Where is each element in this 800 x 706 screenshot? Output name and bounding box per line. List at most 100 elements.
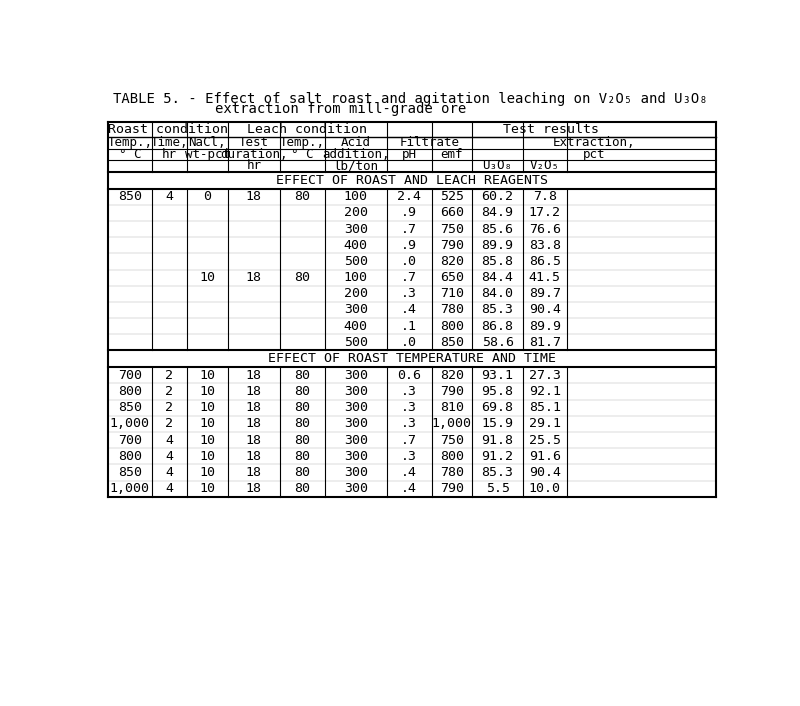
Text: .4: .4 <box>402 304 418 316</box>
Text: 85.3: 85.3 <box>482 304 514 316</box>
Text: .1: .1 <box>402 320 418 333</box>
Text: 10: 10 <box>199 385 215 398</box>
Text: 2.4: 2.4 <box>398 190 422 203</box>
Text: Temp.,: Temp., <box>280 136 325 150</box>
Text: 86.8: 86.8 <box>482 320 514 333</box>
Text: 800: 800 <box>118 385 142 398</box>
Text: 10.0: 10.0 <box>529 482 561 495</box>
Text: 89.9: 89.9 <box>482 239 514 252</box>
Text: 1,000: 1,000 <box>110 417 150 431</box>
Text: 850: 850 <box>440 336 464 349</box>
Text: 850: 850 <box>118 190 142 203</box>
Text: 80: 80 <box>294 385 310 398</box>
Text: 60.2: 60.2 <box>482 190 514 203</box>
Text: addition,: addition, <box>322 148 390 161</box>
Text: 10: 10 <box>199 401 215 414</box>
Text: 90.4: 90.4 <box>529 304 561 316</box>
Text: 91.8: 91.8 <box>482 433 514 447</box>
Text: 83.8: 83.8 <box>529 239 561 252</box>
Text: 18: 18 <box>246 369 262 382</box>
Text: 500: 500 <box>344 336 368 349</box>
Text: Acid: Acid <box>341 136 370 150</box>
Text: 84.4: 84.4 <box>482 271 514 284</box>
Text: pH: pH <box>402 148 417 161</box>
Text: 300: 300 <box>344 482 368 495</box>
Text: 18: 18 <box>246 271 262 284</box>
Text: 84.0: 84.0 <box>482 287 514 300</box>
Text: 200: 200 <box>344 287 368 300</box>
Text: V₂O₅: V₂O₅ <box>530 160 560 172</box>
Text: .7: .7 <box>402 433 418 447</box>
Text: TABLE 5. - Effect of salt roast and agitation leaching on V₂O₅ and U₃O₈: TABLE 5. - Effect of salt roast and agit… <box>113 92 707 106</box>
Text: 80: 80 <box>294 450 310 462</box>
Text: .3: .3 <box>402 385 418 398</box>
Text: 10: 10 <box>199 417 215 431</box>
Text: 80: 80 <box>294 271 310 284</box>
Text: 18: 18 <box>246 482 262 495</box>
Text: 80: 80 <box>294 417 310 431</box>
Text: .4: .4 <box>402 466 418 479</box>
Text: .4: .4 <box>402 482 418 495</box>
Text: Extraction,: Extraction, <box>553 136 635 150</box>
Text: .3: .3 <box>402 287 418 300</box>
Text: 780: 780 <box>440 304 464 316</box>
Text: 400: 400 <box>344 320 368 333</box>
Text: 84.9: 84.9 <box>482 206 514 220</box>
Text: 400: 400 <box>344 239 368 252</box>
Text: .9: .9 <box>402 239 418 252</box>
Text: emf: emf <box>441 148 463 161</box>
Text: 17.2: 17.2 <box>529 206 561 220</box>
Text: 85.8: 85.8 <box>482 255 514 268</box>
Text: 800: 800 <box>118 450 142 462</box>
Text: extraction from mill-grade ore: extraction from mill-grade ore <box>214 102 466 116</box>
Text: 810: 810 <box>440 401 464 414</box>
Text: 80: 80 <box>294 369 310 382</box>
Text: 80: 80 <box>294 482 310 495</box>
Text: U₃O₈: U₃O₈ <box>482 160 513 172</box>
Text: 18: 18 <box>246 417 262 431</box>
Text: .7: .7 <box>402 222 418 236</box>
Text: 85.1: 85.1 <box>529 401 561 414</box>
Text: 18: 18 <box>246 433 262 447</box>
Text: 25.5: 25.5 <box>529 433 561 447</box>
Text: 91.6: 91.6 <box>529 450 561 462</box>
Text: 27.3: 27.3 <box>529 369 561 382</box>
Text: 10: 10 <box>199 369 215 382</box>
Text: .3: .3 <box>402 401 418 414</box>
Text: 81.7: 81.7 <box>529 336 561 349</box>
Text: 69.8: 69.8 <box>482 401 514 414</box>
Text: .3: .3 <box>402 417 418 431</box>
Text: 2: 2 <box>166 369 174 382</box>
Text: 2: 2 <box>166 401 174 414</box>
Text: 4: 4 <box>166 482 174 495</box>
Text: 80: 80 <box>294 433 310 447</box>
Text: .7: .7 <box>402 271 418 284</box>
Text: 300: 300 <box>344 417 368 431</box>
Text: 0.6: 0.6 <box>398 369 422 382</box>
Text: 10: 10 <box>199 482 215 495</box>
Text: 660: 660 <box>440 206 464 220</box>
Text: 200: 200 <box>344 206 368 220</box>
Text: hr: hr <box>246 160 262 172</box>
Text: 7.8: 7.8 <box>533 190 557 203</box>
Text: 10: 10 <box>199 433 215 447</box>
Text: 18: 18 <box>246 466 262 479</box>
Text: 18: 18 <box>246 190 262 203</box>
Text: 10: 10 <box>199 271 215 284</box>
Text: 700: 700 <box>118 369 142 382</box>
Text: 850: 850 <box>118 401 142 414</box>
Text: 2: 2 <box>166 385 174 398</box>
Text: 1,000: 1,000 <box>110 482 150 495</box>
Text: 300: 300 <box>344 466 368 479</box>
Text: 18: 18 <box>246 450 262 462</box>
Text: 100: 100 <box>344 271 368 284</box>
Text: EFFECT OF ROAST AND LEACH REAGENTS: EFFECT OF ROAST AND LEACH REAGENTS <box>276 174 548 186</box>
Text: 92.1: 92.1 <box>529 385 561 398</box>
Text: 790: 790 <box>440 385 464 398</box>
Text: 91.2: 91.2 <box>482 450 514 462</box>
Text: pct: pct <box>583 148 606 161</box>
Text: lb/ton: lb/ton <box>334 160 378 172</box>
Text: 300: 300 <box>344 304 368 316</box>
Text: 710: 710 <box>440 287 464 300</box>
Text: 90.4: 90.4 <box>529 466 561 479</box>
